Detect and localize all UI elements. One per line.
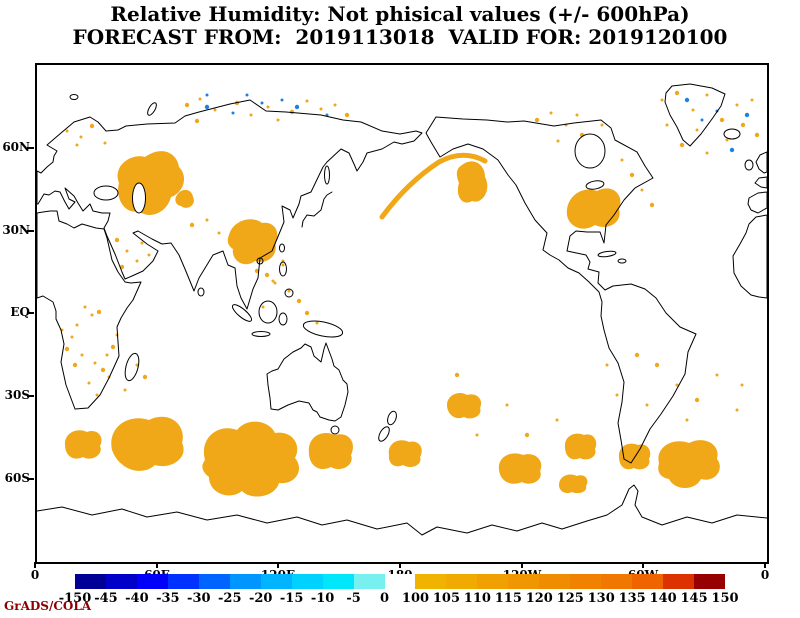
x-axis-label-0: 0 [30, 568, 40, 582]
plot-title: Relative Humidity: Not phisical values (… [110, 2, 690, 26]
shading-speckles-positive [60, 90, 760, 438]
colorbar-label-0: -150 [58, 591, 92, 606]
colorbar-label-3: -35 [156, 591, 180, 606]
plot-subtitle: FORECAST FROM: 2019113018 VALID FOR: 201… [72, 25, 728, 49]
colorbar-label-7: -15 [279, 591, 304, 606]
colorbar-label-5: -25 [218, 591, 242, 606]
colorbar-label-16: 125 [556, 591, 584, 606]
colorbar-label-20: 145 [680, 591, 708, 606]
colorbar-segment-4 [198, 574, 230, 589]
x-axis-tick-3 [399, 562, 401, 568]
colorbar-segment-6 [260, 574, 292, 589]
x-axis-label-6: 0 [760, 568, 770, 582]
colorbar-segment-19 [663, 574, 695, 589]
colorbar-label-8: -10 [310, 591, 335, 606]
colorbar-label-19: 140 [649, 591, 677, 606]
y-axis-label-1: 30N [2, 223, 30, 237]
colorbar-label-6: -20 [248, 591, 273, 606]
colorbar-label-14: 115 [494, 591, 522, 606]
colorbar-label-2: -40 [125, 591, 149, 606]
colorbar-segments [75, 574, 726, 589]
colorbar-segment-16 [570, 574, 602, 589]
north-pacific-band [379, 152, 488, 220]
colorbar-labels: -150 -45 -40 -35 -30 -25 -20 -15 -10 -5 0 100 105 110… [59, 591, 739, 606]
y-axis-tick-0 [27, 147, 34, 149]
colorbar-segment-2 [136, 574, 168, 589]
y-axis-label-2: EQ [10, 305, 30, 319]
map-panel [35, 63, 769, 564]
shading-speckles-negative [204, 93, 750, 153]
colorbar-label-15: 120 [525, 591, 553, 606]
x-axis-tick-0 [34, 562, 36, 568]
colorbar-segment-10 [384, 574, 416, 589]
credit: GrADS/COLA [4, 599, 92, 613]
colorbar-label-9: -5 [346, 591, 361, 606]
colorbar-segment-17 [601, 574, 633, 589]
colorbar-label-10: 0 [379, 591, 390, 606]
colorbar-label-4: -30 [187, 591, 211, 606]
colorbar-segment-5 [229, 574, 261, 589]
y-axis-tick-3 [27, 395, 34, 397]
humidity-shading [60, 90, 760, 497]
x-axis-tick-4 [521, 562, 523, 568]
colorbar-segment-0 [75, 574, 106, 589]
colorbar-segment-7 [291, 574, 323, 589]
colorbar-segment-1 [105, 574, 137, 589]
colorbar-segment-13 [477, 574, 509, 589]
colorbar-segment-11 [415, 574, 447, 589]
x-axis-tick-1 [156, 562, 158, 568]
lakes [93, 133, 606, 214]
colorbar-segment-3 [167, 574, 199, 589]
y-axis-label-4: 60S [4, 471, 30, 485]
colorbar-label-13: 110 [463, 591, 491, 606]
colorbar-segment-8 [322, 574, 354, 589]
colorbar-segment-15 [539, 574, 571, 589]
world-map [37, 83, 767, 536]
colorbar-label-12: 105 [432, 591, 460, 606]
y-axis-label-0: 60N [2, 140, 30, 154]
colorbar-label-18: 135 [618, 591, 646, 606]
colorbar-segment-18 [632, 574, 664, 589]
colorbar-label-21: 150 [711, 591, 739, 606]
y-axis-label-3: 30S [4, 388, 30, 402]
colorbar-segment-14 [508, 574, 540, 589]
y-axis-tick-1 [27, 230, 34, 232]
x-axis-tick-2 [277, 562, 279, 568]
coastlines [37, 83, 767, 536]
colorbar-segment-20 [694, 574, 726, 589]
colorbar-label-1: -45 [94, 591, 118, 606]
colorbar-label-11: 100 [401, 591, 430, 606]
x-axis-tick-6 [764, 562, 766, 568]
colorbar-label-17: 130 [587, 591, 615, 606]
colorbar-segment-9 [353, 574, 385, 589]
y-axis-tick-4 [27, 478, 34, 480]
y-axis-tick-2 [27, 312, 34, 314]
colorbar-segment-12 [446, 574, 478, 589]
x-axis-tick-5 [642, 562, 644, 568]
